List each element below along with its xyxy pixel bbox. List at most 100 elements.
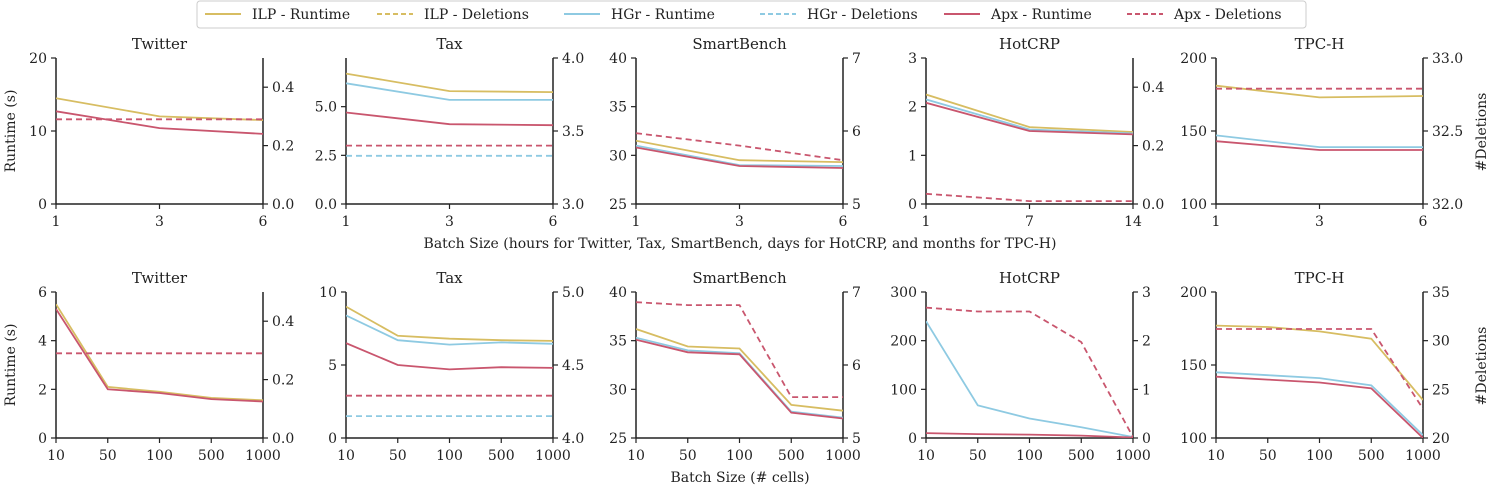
series-group (56, 97, 263, 135)
chart-title: HotCRP (999, 269, 1060, 287)
x-tick-label: 50 (99, 448, 117, 464)
series-line-ilp-runtime (1216, 84, 1423, 99)
y-tick-label: 0.0 (315, 197, 337, 213)
series-line-apx-deletions (636, 132, 843, 162)
series-line-apx-runtime (346, 111, 553, 127)
series-line-hgr-runtime (926, 320, 1133, 438)
y-tick-label: 35 (609, 334, 627, 350)
chart-title: SmartBench (692, 35, 787, 53)
series-group (926, 306, 1133, 438)
series-line-ilp-runtime (926, 93, 1133, 133)
y2-tick-label: 5 (852, 197, 861, 213)
x-tick-label: 6 (1419, 214, 1428, 230)
chart-title: TPC-H (1295, 35, 1345, 53)
x-tick-label: 500 (198, 448, 225, 464)
x-tick-label: 1000 (1115, 448, 1151, 464)
chart-title: Twitter (132, 35, 188, 53)
chart-twitter-row1: Twitter 1 3 6 0 10 20 0.0 0.2 0.4 (29, 35, 294, 230)
x-tick-label: 1000 (1405, 448, 1441, 464)
series-group (926, 93, 1133, 203)
y-tick-label: 25 (609, 431, 627, 447)
series-line-hgr-runtime (636, 144, 843, 167)
series-line-hgr-runtime (636, 336, 843, 419)
x-tick-label: 10 (917, 448, 935, 464)
y2-tick-label: 5 (852, 431, 861, 447)
y-tick-label: 30 (609, 382, 627, 398)
x-tick-label: 100 (1306, 448, 1333, 464)
y-tick-label: 0 (908, 431, 917, 447)
x-tick-label: 1 (922, 214, 931, 230)
y2-tick-label: 35 (1432, 285, 1450, 301)
x-tick-label: 500 (1068, 448, 1095, 464)
series-line-ilp-runtime (1216, 324, 1423, 401)
x-tick-label: 10 (337, 448, 355, 464)
y2-tick-label: 4.5 (562, 358, 584, 374)
row1-x-axis-label: Batch Size (hours for Twitter, Tax, Smar… (424, 236, 1057, 252)
chart-twitter-row2: Twitter 10 50 100 500 1000 0 2 4 6 0.0 0.2 0.4 (38, 269, 294, 464)
series-group (56, 303, 263, 403)
y-tick-label: 40 (609, 285, 627, 301)
series-line-apx-runtime (926, 432, 1133, 438)
series-line-hgr-runtime (926, 98, 1133, 135)
y-tick-label: 200 (1180, 51, 1207, 67)
series-group (346, 305, 553, 418)
chart-title: Tax (436, 269, 463, 287)
series-group (1216, 324, 1423, 438)
chart-tpc-h-row2: TPC-H 10 50 100 500 1000 100 150 200 20 25 30 35 (1180, 269, 1450, 464)
x-tick-label: 1 (342, 214, 351, 230)
legend-label-hgr-runtime: HGr - Runtime (611, 7, 715, 23)
x-tick-label: 10 (47, 448, 65, 464)
y2-tick-label: 25 (1432, 382, 1450, 398)
x-tick-label: 3 (735, 214, 744, 230)
series-line-hgr-runtime (346, 314, 553, 346)
legend-label-ilp-runtime: ILP - Runtime (252, 7, 350, 23)
y2-tick-label: 0.2 (1142, 139, 1164, 155)
y-tick-label: 5 (328, 358, 337, 374)
series-line-apx-deletions (636, 301, 843, 399)
series-line-apx-runtime (1216, 375, 1423, 438)
series-group (636, 301, 843, 420)
y2-tick-label: 0.2 (272, 139, 294, 155)
y2-tick-label: 0 (1142, 431, 1151, 447)
y2-tick-label: 4.0 (562, 51, 584, 67)
y2-tick-label: 33.0 (1432, 51, 1463, 67)
y2-tick-label: 7 (852, 285, 861, 301)
x-tick-label: 100 (436, 448, 463, 464)
series-group (1216, 84, 1423, 151)
y2-tick-label: 3.5 (562, 124, 584, 140)
series-line-apx-deletions (926, 192, 1133, 203)
legend-label-hgr-deletions: HGr - Deletions (807, 7, 918, 23)
y-tick-label: 10 (319, 285, 337, 301)
legend-label-apx-deletions: Apx - Deletions (1173, 7, 1282, 23)
y-tick-label: 5.0 (315, 100, 337, 116)
y2-tick-label: 0.0 (272, 431, 294, 447)
chart-tax-row2: Tax 10 50 100 500 1000 0 5 10 4.0 4.5 5.0 (319, 269, 584, 464)
x-tick-label: 1 (52, 214, 61, 230)
y-tick-label: 10 (29, 124, 47, 140)
y-tick-label: 1 (908, 148, 917, 164)
y-tick-label: 150 (1180, 124, 1207, 140)
y-tick-label: 0 (908, 197, 917, 213)
series-line-apx-deletions (926, 306, 1133, 438)
chart-title: SmartBench (692, 269, 787, 287)
y2-tick-label: 0.0 (1142, 197, 1164, 213)
x-tick-label: 50 (679, 448, 697, 464)
chart-title: Twitter (132, 269, 188, 287)
chart-title: TPC-H (1295, 269, 1345, 287)
series-line-apx-runtime (56, 308, 263, 403)
x-tick-label: 3 (1315, 214, 1324, 230)
x-tick-label: 10 (627, 448, 645, 464)
x-tick-label: 50 (389, 448, 407, 464)
y2-tick-label: 32.0 (1432, 197, 1463, 213)
x-tick-label: 50 (969, 448, 987, 464)
y-tick-label: 4 (38, 334, 47, 350)
series-line-ilp-runtime (636, 139, 843, 163)
x-tick-label: 500 (1358, 448, 1385, 464)
row2-left-y-axis-label: Runtime (s) (3, 324, 19, 407)
chart-title: HotCRP (999, 35, 1060, 53)
series-line-ilp-runtime (636, 328, 843, 412)
